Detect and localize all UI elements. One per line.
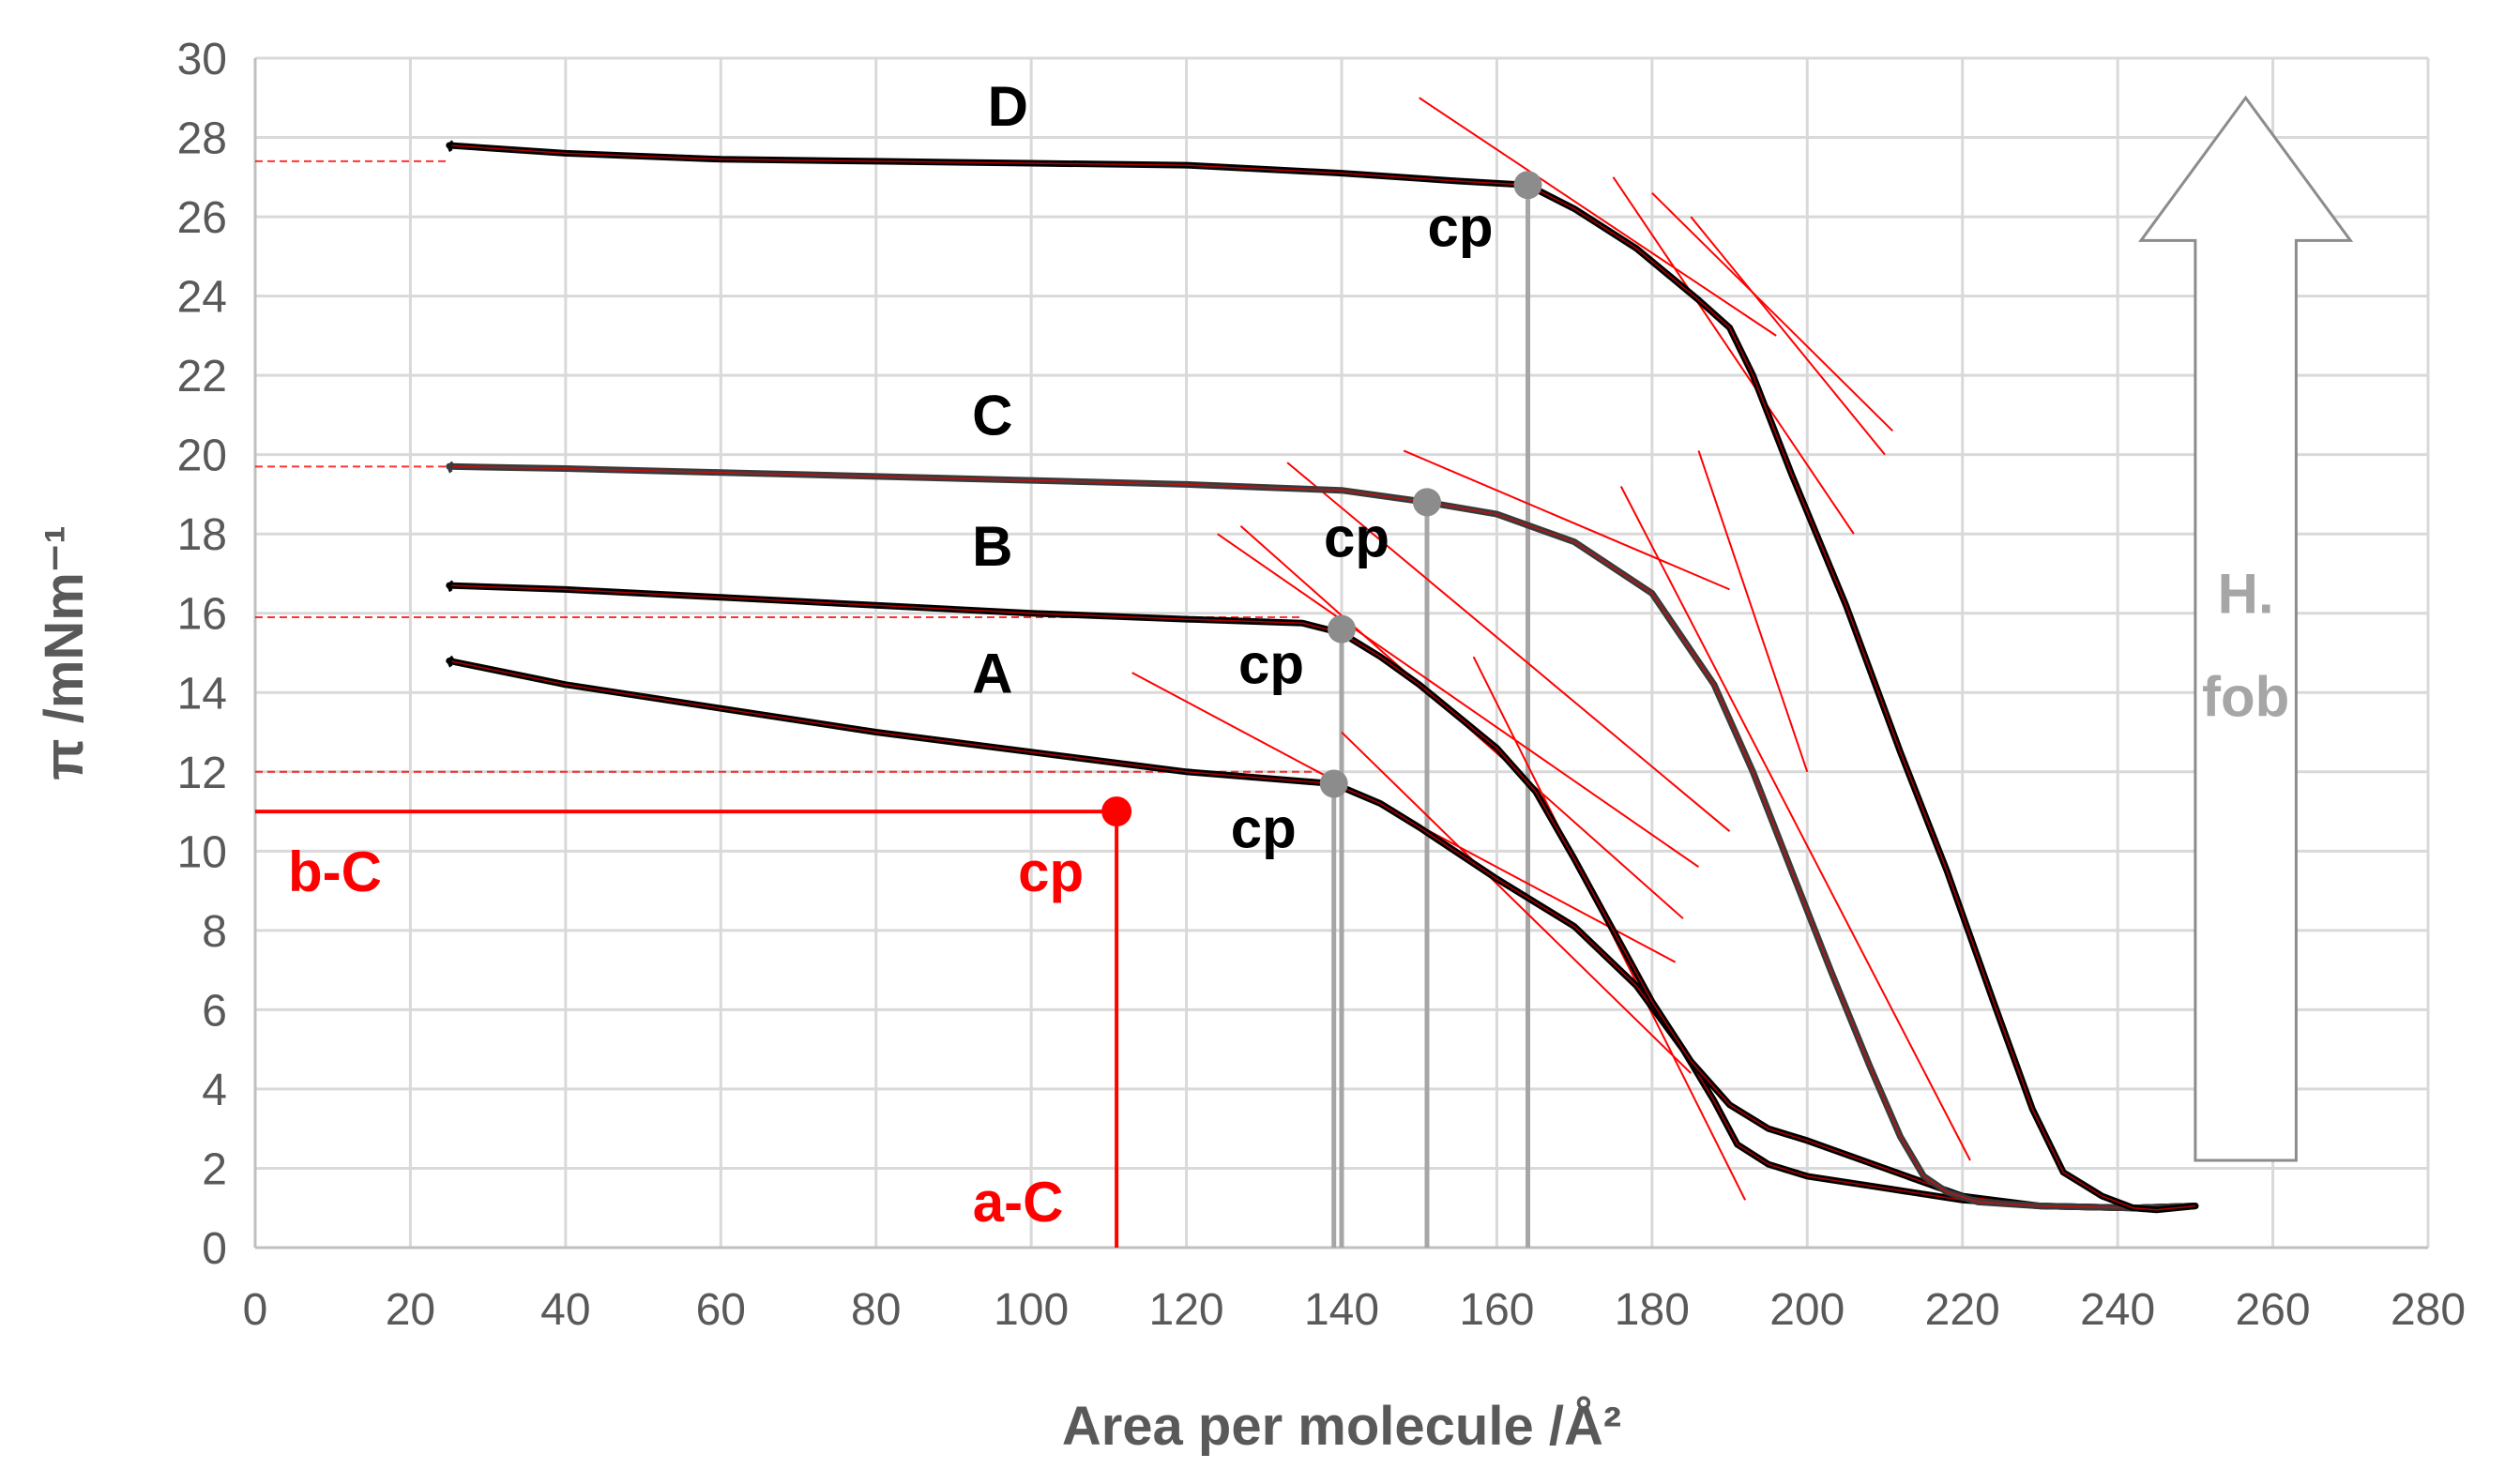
up-arrow-icon: [2138, 95, 2354, 1162]
isotherm-fit-overlay-C: [448, 465, 2195, 1209]
reference-a-c-label: a-C: [973, 1171, 1064, 1234]
x-tick-label: 0: [243, 1285, 268, 1335]
isotherm-series: [446, 140, 2199, 1214]
x-tick-label: 240: [2080, 1285, 2155, 1335]
curve-label-C: C: [972, 385, 1012, 447]
y-tick-label: 22: [177, 352, 227, 401]
tangent-fit-lines: [1131, 97, 1971, 1201]
x-tick-label: 280: [2391, 1285, 2466, 1335]
tangent-line: [1217, 533, 1700, 869]
collapse-point-label-B: cp: [1238, 633, 1304, 696]
isotherm-curve-A: [446, 658, 2199, 1212]
y-tick-label: 8: [202, 907, 227, 957]
tangent-line: [1403, 449, 1730, 591]
x-tick-label: 220: [1925, 1285, 2000, 1335]
curve-label-B: B: [972, 515, 1012, 578]
y-tick-label: 30: [177, 35, 227, 84]
y-axis-title: π /mNm⁻¹: [34, 525, 95, 780]
y-tick-label: 12: [177, 749, 227, 798]
y-tick-label: 6: [202, 986, 227, 1036]
y-tick-label: 26: [177, 193, 227, 243]
curve-start-hook-B: [448, 580, 454, 593]
y-tick-label: 24: [177, 273, 227, 323]
isotherm-curve-D: [446, 142, 2199, 1214]
isotherm-fit-overlay-B: [448, 584, 2195, 1209]
collapse-point-marker-A: [1319, 769, 1348, 798]
tangent-line: [1612, 176, 1855, 535]
collapse-point-label-C: cp: [1324, 506, 1389, 568]
y-tick-label: 0: [202, 1224, 227, 1274]
collapse-point-markers: cp cp cp cp: [1101, 171, 1542, 859]
x-tick-label: 160: [1459, 1285, 1534, 1335]
y-tick-label: 28: [177, 114, 227, 164]
y-tick-label: 20: [177, 432, 227, 481]
collapse-point-label-A: cp: [1231, 796, 1297, 859]
x-tick-label: 20: [386, 1285, 435, 1335]
curve-start-hook-C: [448, 461, 454, 474]
hydrophobicity-arrow: H. fob: [2138, 95, 2354, 1162]
x-axis-title: Area per molecule /Å²: [1062, 1396, 1621, 1457]
x-tick-label: 140: [1304, 1285, 1379, 1335]
annotations: cp a-C b-C A B C D: [288, 75, 1084, 1234]
x-tick-label: 80: [851, 1285, 901, 1335]
x-tick-label: 40: [540, 1285, 590, 1335]
isotherm-curve-B: [446, 582, 2199, 1212]
curve-label-A: A: [972, 642, 1012, 704]
reference-point-marker: [1101, 796, 1132, 827]
x-tick-label: 200: [1769, 1285, 1845, 1335]
tangent-line: [1690, 216, 1886, 456]
y-tick-label: 14: [177, 669, 227, 719]
arrow-label-line2: fob: [2202, 666, 2289, 729]
x-tick-label: 180: [1615, 1285, 1690, 1335]
collapse-point-marker-C: [1412, 488, 1441, 517]
curve-start-hook-D: [448, 140, 454, 153]
tangent-line: [1697, 450, 1809, 773]
x-tick-label: 60: [696, 1285, 746, 1335]
y-tick-label: 4: [202, 1066, 227, 1115]
tangent-line: [1651, 191, 1893, 432]
x-tick-label: 260: [2236, 1285, 2311, 1335]
y-tick-label: 16: [177, 590, 227, 640]
arrow-label-line1: H.: [2218, 563, 2274, 626]
reference-lines: [255, 159, 1531, 1248]
tangent-line: [1286, 462, 1731, 832]
reference-b-c-label: b-C: [288, 840, 382, 903]
tangent-line: [1341, 731, 1692, 1074]
curve-label-D: D: [988, 75, 1028, 138]
tangent-line: [1619, 486, 1971, 1161]
y-tick-label: 10: [177, 827, 227, 877]
y-tick-label: 18: [177, 510, 227, 560]
collapse-point-marker-B: [1328, 614, 1356, 644]
axes: 0 20 40 60 80 100 120 140 160 180 200 220 240 260 2800…: [177, 35, 2466, 1335]
y-tick-label: 2: [202, 1144, 227, 1194]
tangent-line: [1419, 97, 1777, 337]
isotherm-fit-overlay-A: [448, 659, 2195, 1209]
x-tick-label: 120: [1149, 1285, 1224, 1335]
isotherm-fit-overlay-D: [448, 144, 2195, 1211]
reference-cp-label: cp: [1018, 840, 1084, 903]
collapse-point-marker-D: [1513, 171, 1542, 200]
curve-start-hook-A: [448, 655, 454, 668]
x-tick-label: 100: [994, 1285, 1069, 1335]
collapse-point-label-D: cp: [1427, 195, 1493, 258]
